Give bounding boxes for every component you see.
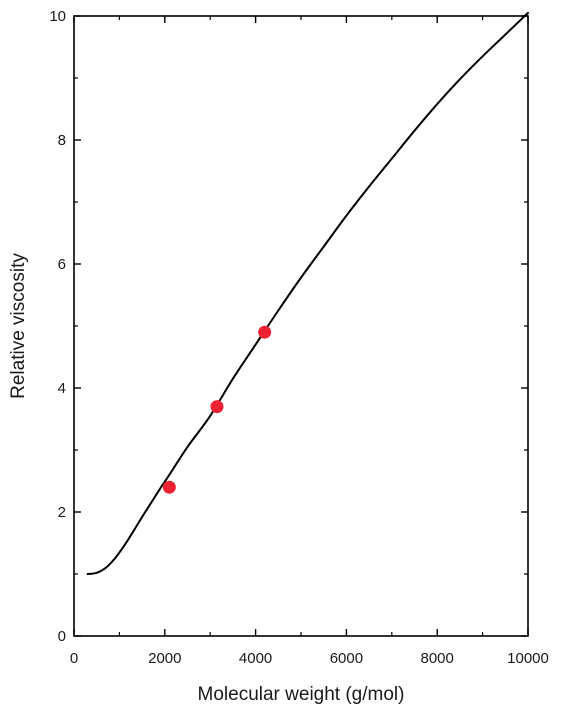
- viscosity-curve: [86, 11, 529, 575]
- x-tick-label: 6000: [330, 650, 363, 667]
- data-point: [162, 480, 176, 494]
- y-tick-label: 0: [58, 628, 66, 645]
- y-tick-label: 4: [58, 380, 66, 397]
- y-tick-label: 6: [58, 256, 66, 273]
- y-tick-label: 8: [58, 132, 66, 149]
- x-tick-label: 8000: [421, 650, 454, 667]
- x-tick-label: 10000: [507, 650, 549, 667]
- data-point: [210, 400, 224, 414]
- axis-ticks: [73, 15, 529, 637]
- curve-layer: [86, 11, 529, 575]
- axis-tick-labels: 0 2000 4000 6000 8000 10000 0 2 4 6 8 10: [49, 8, 549, 667]
- plot-frame: [73, 15, 529, 637]
- y-axis-title: Relative viscosity: [8, 253, 29, 399]
- data-point: [258, 325, 272, 339]
- y-tick-label: 10: [49, 8, 66, 25]
- x-tick-label: 0: [70, 650, 78, 667]
- x-axis-title: Molecular weight (g/mol): [198, 684, 405, 705]
- x-tick-label: 2000: [148, 650, 181, 667]
- points-layer: [162, 325, 272, 494]
- y-tick-label: 2: [58, 504, 66, 521]
- x-tick-label: 4000: [239, 650, 272, 667]
